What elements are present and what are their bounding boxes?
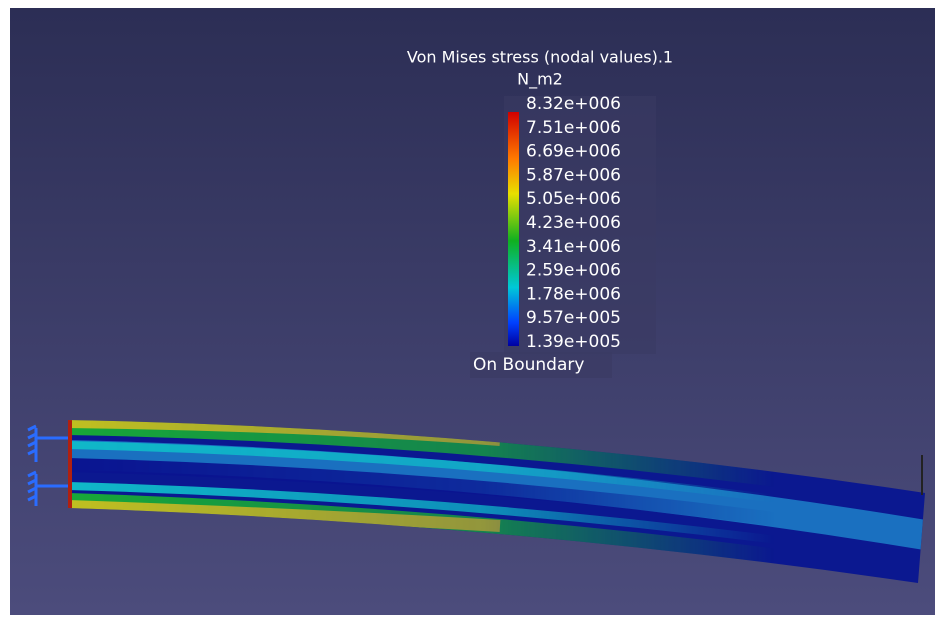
legend-label: 5.87e+006 (526, 165, 621, 185)
page: Von Mises stress (nodal values).1 N_m2 O… (0, 0, 941, 619)
legend-footer: On Boundary (473, 355, 584, 375)
legend-title: Von Mises stress (nodal values).1 (407, 48, 673, 67)
legend-label: 4.23e+006 (526, 213, 621, 233)
legend-label: 8.32e+006 (526, 94, 621, 114)
legend-label: 1.78e+006 (526, 284, 621, 304)
legend-label: 5.05e+006 (526, 189, 621, 209)
legend-label: 3.41e+006 (526, 237, 621, 257)
color-bar (508, 112, 519, 346)
viewport: Von Mises stress (nodal values).1 N_m2 O… (0, 0, 941, 619)
legend-label: 6.69e+006 (526, 142, 621, 162)
legend-unit: N_m2 (517, 70, 563, 90)
legend-label: 7.51e+006 (526, 118, 621, 138)
legend-label: 1.39e+005 (526, 332, 621, 352)
legend-label: 2.59e+006 (526, 261, 621, 281)
legend-label: 9.57e+005 (526, 308, 621, 328)
